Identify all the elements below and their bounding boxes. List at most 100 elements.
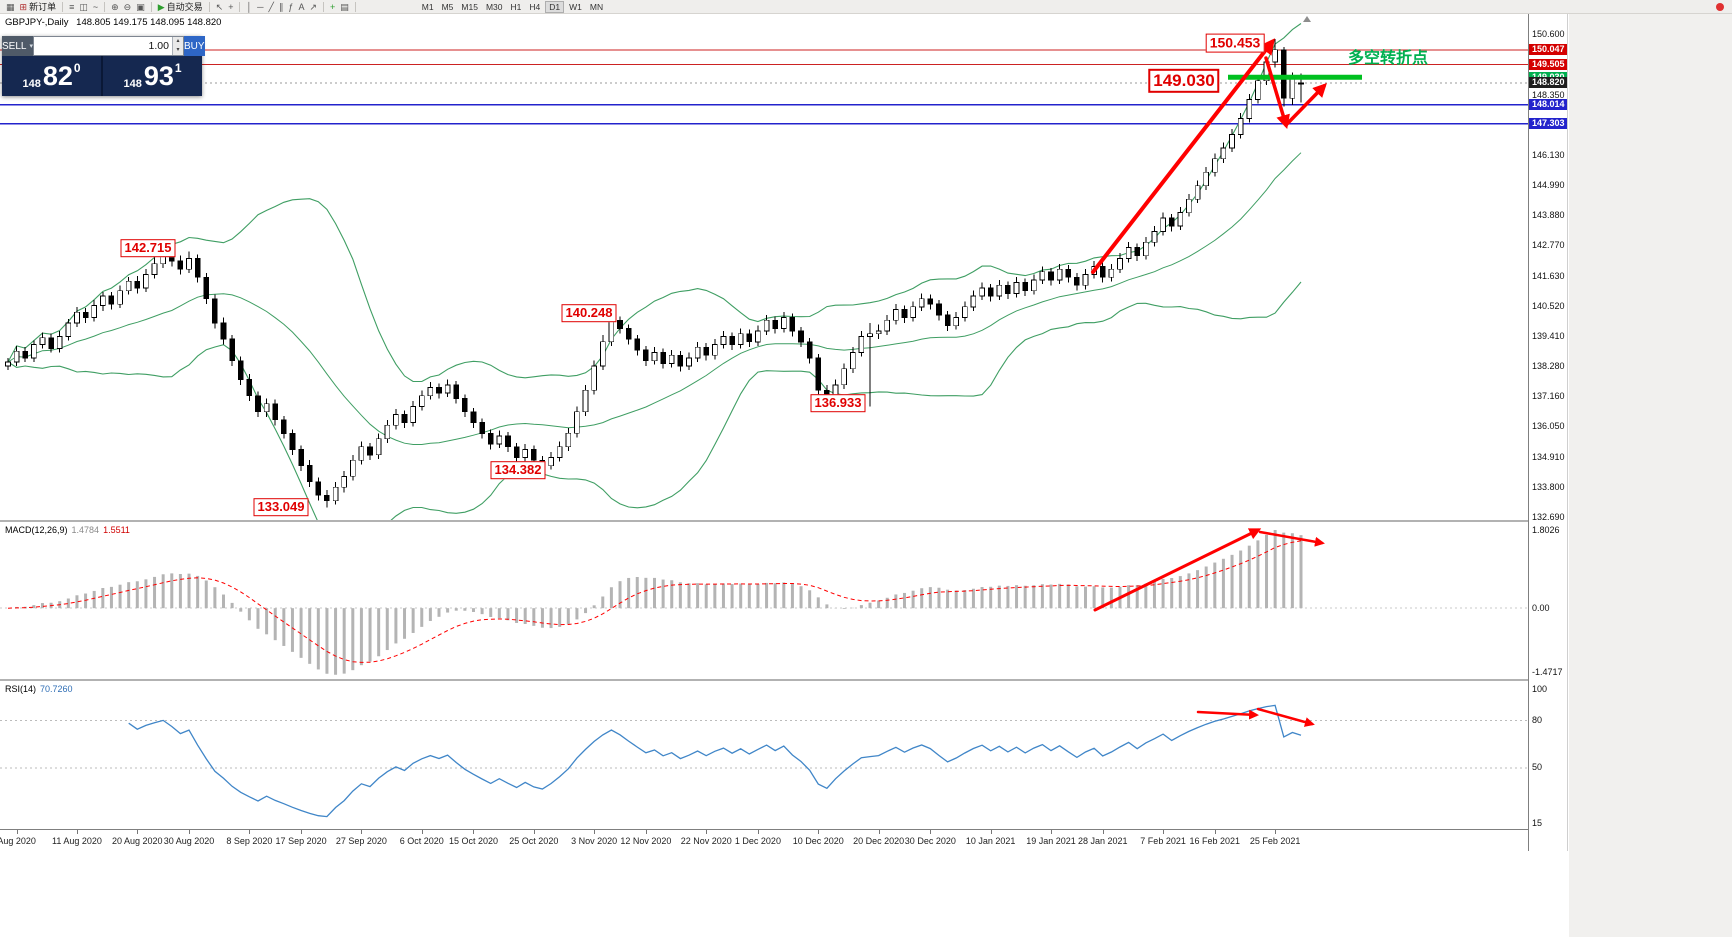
timeframe-h4[interactable]: H4	[529, 1, 541, 12]
horizontal-line-icon[interactable]: ─	[255, 1, 265, 13]
scale-label: 144.990	[1532, 180, 1565, 191]
price-chart-pane: 150.453 149.030 142.715 140.248 136.933 134.3…	[0, 14, 1528, 520]
timeframe-d1[interactable]: D1	[545, 0, 565, 13]
chart-window: 150.453 149.030 142.715 140.248 136.933 134.3…	[0, 14, 1528, 851]
price-badge: 148.014	[1529, 99, 1567, 111]
tile-windows-icon[interactable]: ▣	[134, 1, 147, 13]
auto-trading-icon: ▶	[157, 1, 165, 12]
chevron-down-icon: ▾	[29, 43, 33, 50]
pane-splitter[interactable]	[0, 679, 1528, 681]
date-label: 1 Dec 2020	[734, 836, 781, 846]
zoom-out-icon[interactable]: ⊖	[122, 1, 134, 13]
axis-tick	[533, 830, 535, 834]
indicators-icon[interactable]: +	[328, 1, 337, 13]
timeframe-w1[interactable]: W1	[569, 1, 582, 12]
rsi-canvas[interactable]	[0, 681, 1528, 829]
date-label: 3 Nov 2020	[571, 836, 618, 846]
scale-label: 136.050	[1532, 421, 1565, 432]
date-label: 19 Jan 2021	[1026, 836, 1076, 846]
chart-ohlc-header: GBPJPY-,Daily 148.805 149.175 148.095 14…	[5, 17, 221, 28]
timeframe-m15[interactable]: M15	[461, 1, 478, 12]
volume-decrease-button[interactable]: ▾	[172, 46, 183, 55]
price-scale[interactable]: 150.600 148.350 146.130 144.990 143.880 142.7…	[1528, 14, 1568, 851]
pane-splitter[interactable]	[0, 520, 1528, 522]
axis-tick	[137, 830, 139, 834]
trendline-icon[interactable]: ╱	[267, 1, 276, 13]
scale-label: 15	[1532, 817, 1543, 828]
axis-tick	[645, 830, 647, 834]
axis-tick	[16, 830, 18, 834]
chart-shift-icon[interactable]	[1303, 16, 1311, 22]
templates-icon[interactable]: ▤	[338, 1, 351, 13]
date-label: Aug 2020	[0, 836, 36, 846]
date-label: 22 Nov 2020	[680, 836, 732, 846]
buy-price[interactable]: 148 93 1	[103, 56, 202, 96]
macd-main-value: 1.4784	[71, 525, 100, 535]
timeframe-h1[interactable]: H1	[510, 1, 522, 12]
date-label: 10 Jan 2021	[965, 836, 1016, 846]
record-indicator-icon	[1716, 3, 1724, 11]
channel-icon[interactable]: ∥	[277, 1, 286, 13]
timeframe-group: M1 M5 M15 M30 H1 H4 D1 W1 MN	[419, 0, 606, 13]
timeframe-m30[interactable]: M30	[485, 1, 503, 12]
chart-candles-icon[interactable]: ◫	[77, 1, 90, 13]
scale-label: 100	[1532, 683, 1548, 694]
axis-tick	[757, 830, 759, 834]
crosshair-icon[interactable]: +	[226, 1, 235, 13]
scale-label: 143.880	[1532, 210, 1565, 221]
auto-trading-button[interactable]: ▶ 自动交易	[156, 1, 205, 13]
chart-line-icon[interactable]: ~	[91, 1, 100, 13]
scale-label: -1.4717	[1532, 666, 1563, 677]
rsi-value: 70.7260	[40, 684, 73, 694]
timeframe-m5[interactable]: M5	[441, 1, 454, 12]
zoom-in-icon[interactable]: ⊕	[109, 1, 121, 13]
macd-canvas[interactable]	[0, 522, 1528, 679]
volume-input[interactable]	[33, 37, 172, 55]
sell-price[interactable]: 148 82 0	[2, 56, 101, 96]
indicators-icon: +	[330, 1, 336, 12]
toolbar-separator	[104, 1, 106, 12]
price-chart-canvas[interactable]	[0, 14, 1528, 520]
chart-bars-icon[interactable]: ≡	[67, 1, 76, 13]
axis-tick	[818, 830, 820, 834]
date-label: 30 Aug 2020	[163, 836, 215, 846]
volume-spinner: ▴ ▾	[171, 37, 183, 55]
vertical-line-icon[interactable]: │	[244, 1, 254, 13]
volume-increase-button[interactable]: ▴	[172, 37, 183, 46]
scale-label: 80	[1532, 715, 1543, 726]
accounts-icon[interactable]: ▦	[4, 1, 17, 13]
macd-pane: MACD(12,26,9) 1.4784 1.5511	[0, 522, 1528, 679]
toolbar-separator	[150, 1, 152, 12]
sell-button[interactable]: SELL ▾	[2, 36, 33, 56]
axis-tick	[1275, 830, 1277, 834]
fibonacci-icon: ƒ	[288, 1, 294, 12]
timeframe-m1[interactable]: M1	[421, 1, 434, 12]
scale-label: 142.770	[1532, 240, 1565, 251]
text-label-icon[interactable]: A	[296, 1, 306, 13]
scale-label: 150.600	[1532, 29, 1565, 40]
date-label: 16 Feb 2021	[1189, 836, 1241, 846]
time-axis[interactable]: Aug 2020 11 Aug 2020 20 Aug 2020 30 Aug 202…	[0, 829, 1528, 851]
auto-trading-button-label: 自动交易	[166, 2, 203, 12]
toolbar-separator	[323, 1, 324, 12]
axis-tick	[249, 830, 251, 834]
scale-label: 1.8026	[1532, 524, 1560, 535]
date-label: 6 Oct 2020	[399, 836, 444, 846]
sell-price-big-figure: 148	[22, 78, 41, 90]
arrow-object-icon[interactable]: ↗	[307, 1, 319, 13]
axis-tick	[1214, 830, 1216, 834]
buy-price-pips: 93	[143, 60, 174, 91]
cursor-icon[interactable]: ↖	[214, 1, 226, 13]
date-label: 17 Sep 2020	[275, 836, 327, 846]
timeframe-mn[interactable]: MN	[589, 1, 604, 12]
scale-label: 134.910	[1532, 451, 1565, 462]
axis-tick	[473, 830, 475, 834]
chart-bars-icon: ≡	[69, 1, 75, 12]
new-order-button[interactable]: ⊞ 新订单	[18, 1, 59, 13]
fibonacci-icon[interactable]: ƒ	[286, 1, 295, 13]
buy-button[interactable]: BUY	[183, 36, 205, 56]
tile-windows-icon: ▣	[136, 1, 145, 12]
toolbar-separator	[208, 1, 210, 12]
price-badge: 149.030	[1529, 71, 1567, 83]
